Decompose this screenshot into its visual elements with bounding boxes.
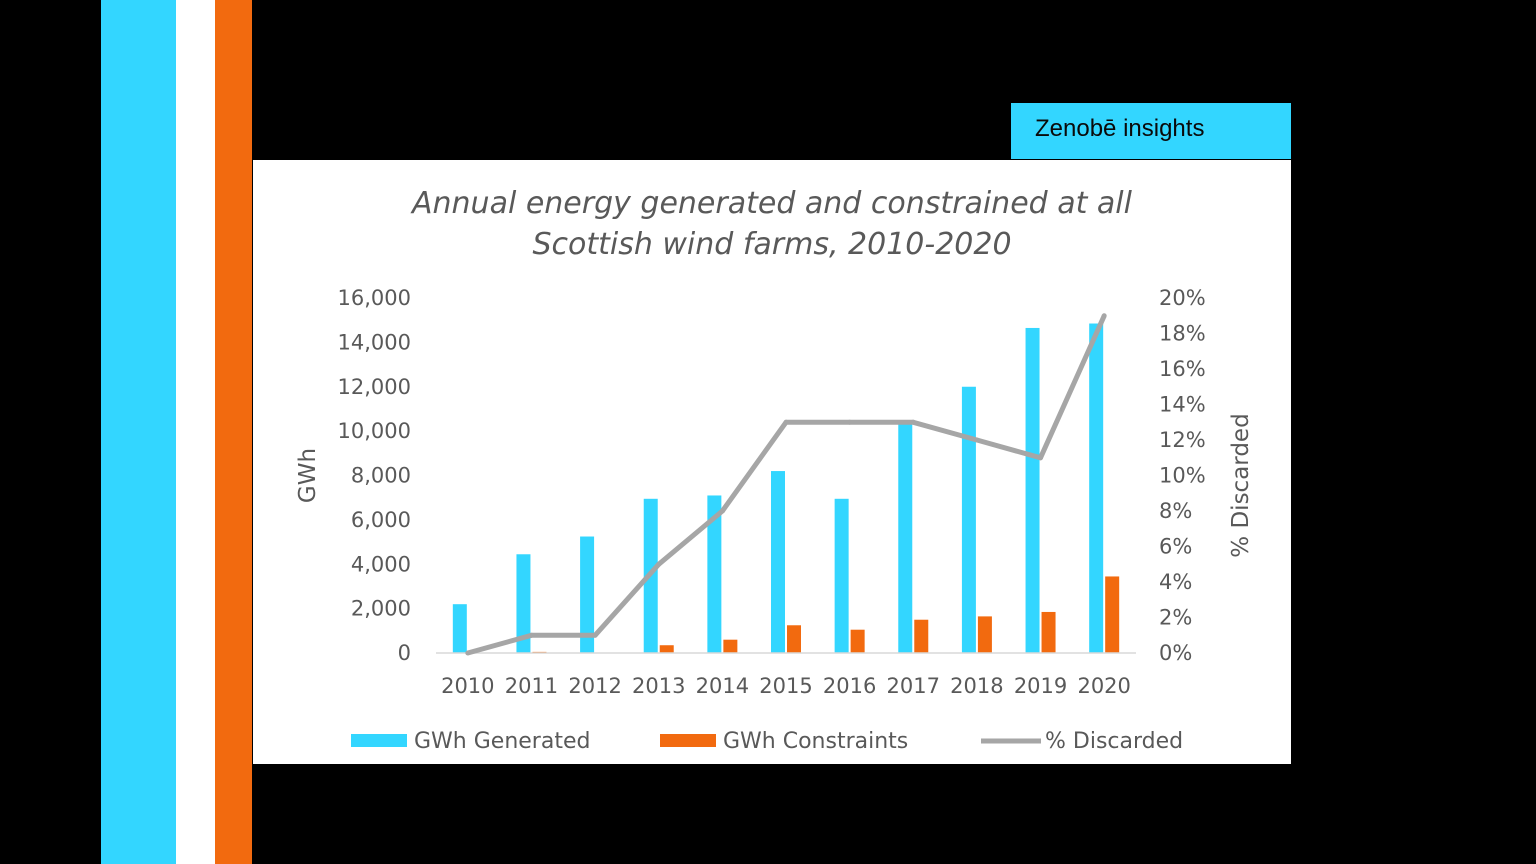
y-right-tick-label: 4% [1159,570,1192,594]
bar-gwh-constraints [659,645,674,653]
y-right-tick-label: 18% [1159,322,1206,346]
bar-gwh-constraints [914,619,929,653]
legend-label-percent-discarded: % Discarded [1045,729,1183,754]
point-percent-discarded [910,419,916,425]
y-right-tick-label: 0% [1159,641,1192,665]
x-tick-label: 2011 [505,674,558,698]
y-right-tick-label: 14% [1159,393,1206,417]
y-left-tick-label: 12,000 [338,375,411,399]
x-tick-label: 2012 [568,674,621,698]
x-tick-label: 2017 [887,674,940,698]
bar-gwh-constraints [977,616,992,653]
chart: Annual energy generated and constrained … [295,186,1254,754]
y-left-tick-label: 10,000 [338,419,411,443]
y-right-axis-title: % Discarded [1228,413,1254,557]
chart-title-line-1: Annual energy generated and constrained … [410,186,1133,221]
x-tick-label: 2019 [1014,674,1067,698]
bar-gwh-generated [771,471,785,653]
bar-gwh-generated [707,495,722,653]
bar-gwh-constraints [1041,611,1056,653]
point-percent-discarded [783,419,789,425]
point-percent-discarded [847,419,853,425]
bar-gwh-generated [898,422,913,653]
bar-gwh-generated [516,554,531,653]
x-tick-label: 2018 [950,674,1003,698]
bar-gwh-generated [580,536,595,653]
decor-stripe-white [176,0,215,864]
point-percent-discarded [1101,313,1107,319]
legend-label-gwh-constraints: GWh Constraints [723,729,908,754]
bar-gwh-generated [1089,323,1104,653]
bar-gwh-constraints [787,625,801,653]
y-left-tick-label: 6,000 [351,508,411,532]
y-right-tick-label: 10% [1159,464,1206,488]
decor-stripe-orange [215,0,252,864]
point-percent-discarded [974,437,980,443]
y-right-tick-label: 16% [1159,357,1206,381]
y-left-tick-label: 14,000 [338,330,411,354]
chart-title-line-2: Scottish wind farms, 2010-2020 [532,227,1011,262]
point-percent-discarded [656,561,662,567]
brand-tag: Zenobē insights [1011,103,1291,159]
chart-card: Annual energy generated and constrained … [253,160,1291,764]
y-right-tick-label: 20% [1159,286,1206,310]
y-right-tick-label: 8% [1159,499,1192,523]
bar-gwh-generated [961,386,976,653]
x-tick-label: 2014 [696,674,749,698]
bar-gwh-generated [452,604,467,653]
point-percent-discarded [528,632,534,638]
bar-gwh-generated [1025,327,1040,653]
y-left-tick-label: 16,000 [338,286,411,310]
legend-swatch-gwh-constraints [660,734,716,747]
point-percent-discarded [1038,455,1044,461]
y-left-axis-title: GWh [295,448,321,503]
bar-gwh-generated [834,498,849,653]
legend-label-gwh-generated: GWh Generated [414,729,590,754]
y-right-tick-label: 6% [1159,535,1192,559]
x-tick-label: 2016 [823,674,876,698]
y-left-tick-label: 2,000 [351,597,411,621]
x-tick-label: 2010 [441,674,494,698]
decor-stripe-blue [101,0,176,864]
y-left-tick-label: 8,000 [351,464,411,488]
y-right-tick-label: 12% [1159,428,1206,452]
y-right-tick-label: 2% [1159,606,1192,630]
bar-gwh-constraints [723,639,738,653]
point-percent-discarded [719,508,725,514]
y-left-tick-label: 0 [398,641,411,665]
plot-area: 0 2,000 4,000 6,000 8,000 10,000 12,000 14,000 1… [295,286,1254,754]
legend-swatch-gwh-generated [351,734,407,747]
bar-gwh-constraints [850,629,865,653]
y-left-tick-label: 4,000 [351,552,411,576]
bar-gwh-constraints [1105,576,1120,653]
point-percent-discarded [465,650,471,656]
x-tick-label: 2013 [632,674,685,698]
point-percent-discarded [592,632,598,638]
x-tick-label: 2020 [1077,674,1130,698]
x-tick-label: 2015 [759,674,812,698]
line-percent-discarded [467,314,1107,656]
